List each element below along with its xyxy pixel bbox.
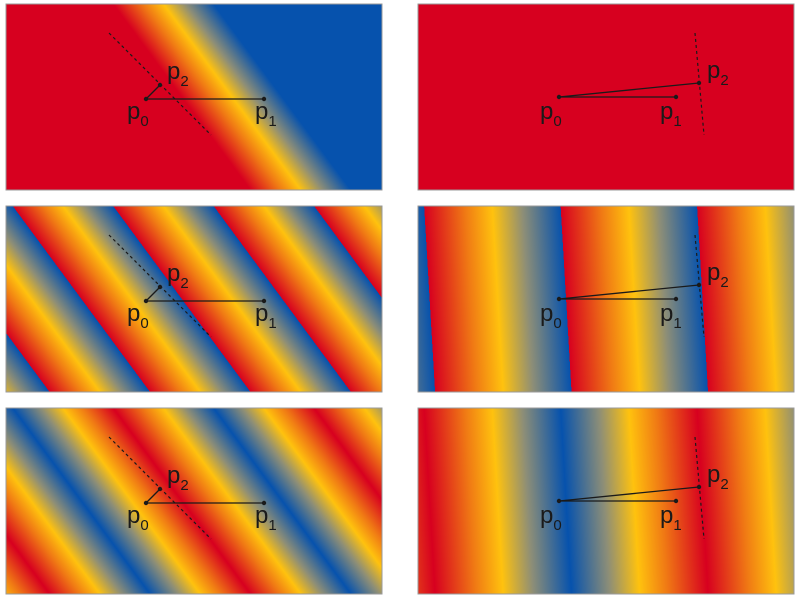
label-p0: p0 — [540, 300, 562, 332]
label-p0: p0 — [540, 98, 562, 130]
panel-top-right: p0 p1 p2 — [417, 3, 795, 191]
label-p0: p0 — [127, 98, 149, 130]
label-p0: p0 — [127, 502, 149, 534]
label-p1: p1 — [255, 98, 277, 130]
label-p1: p1 — [255, 502, 277, 534]
label-p0: p0 — [540, 502, 562, 534]
gradient-fill — [5, 407, 383, 595]
panel-middle-right: p0 p1 p2 — [417, 205, 795, 393]
gradient-fill — [5, 3, 383, 191]
label-p2: p2 — [167, 58, 189, 90]
label-p2: p2 — [167, 462, 189, 494]
panel-bottom-left: p0 p1 p2 — [5, 407, 383, 595]
panel-top-left: p0 p1 p2 — [5, 3, 383, 191]
label-p1: p1 — [255, 300, 277, 332]
label-p2: p2 — [707, 259, 729, 291]
label-p2: p2 — [707, 57, 729, 89]
label-p1: p1 — [660, 502, 682, 534]
label-p1: p1 — [660, 98, 682, 130]
gradient-fill — [5, 205, 383, 393]
label-p2: p2 — [167, 260, 189, 292]
panel-middle-left: p0 p1 p2 — [5, 205, 383, 393]
label-p0: p0 — [127, 300, 149, 332]
panel-bottom-right: p0 p1 p2 — [417, 407, 795, 595]
label-p2: p2 — [707, 461, 729, 493]
label-p1: p1 — [660, 300, 682, 332]
